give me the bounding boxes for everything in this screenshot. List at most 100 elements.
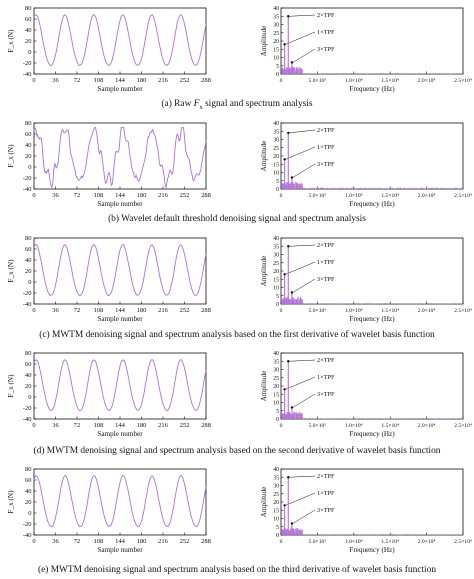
annotation-label: 2×TPF [317,242,335,249]
freq-x-axis-label: Frequency (Hz) [349,200,395,208]
time-y-axis-label: F_x (N) [7,29,15,53]
annotation-label: 3×TPF [317,161,335,168]
freq-y-tick-label: 15 [273,47,279,53]
peak-marker [287,476,290,479]
freq-y-tick-label: 5 [276,179,279,185]
time-domain-chart: 0 36 72 108 144 180 216 252 288 80 60 40 20 0 -20 -40 Sa… [7,120,211,208]
freq-y-tick-label: 0 [276,417,279,423]
x-tick-label: 144 [115,192,126,199]
x-tick-label: 180 [137,307,147,314]
freq-x-tick-label: 1.0×10⁴ [345,78,363,84]
freq-y-tick-label: 30 [273,253,279,259]
signal-line [33,13,207,67]
freq-x-tick-label: 5.0×10⁵ [309,308,327,314]
freq-x-tick-label: 2.0×10⁴ [418,308,436,314]
freq-y-tick-label: 0 [276,187,279,193]
x-tick-label: 72 [74,77,81,84]
x-tick-label: 0 [32,192,35,199]
annotation-label: 3×TPF [317,46,335,53]
caption-a: (a) Raw Fx signal and spectrum analysis [161,99,313,111]
x-tick-label: 252 [180,307,190,314]
x-tick-label: 216 [158,77,169,84]
freq-y-tick-label: 25 [273,146,279,152]
peak-marker [283,273,286,276]
x-tick-label: 36 [52,538,59,545]
y-tick-label: 80 [25,350,32,357]
peak-marker [290,176,294,179]
annotation-label: 2×TPF [317,12,335,19]
y-tick-label: 40 [25,372,32,379]
freq-x-tick-label: 1.5×10⁴ [381,78,399,84]
freq-x-tick-label: 2.0×10⁴ [418,193,436,199]
annotation-leader [289,244,316,247]
spectrum-plot-frame [280,7,464,75]
signal-line [33,126,207,189]
freq-y-tick-label: 10 [273,171,279,177]
freq-x-tick-label: 1.0×10⁴ [345,423,363,429]
panel-c: 0 36 72 108 144 180 216 252 288 80 60 40 20 0 -20 -40 Sa… [7,235,472,323]
panel-e: 0 36 72 108 144 180 216 252 288 80 60 40 20 0 -20 -40 Sa… [7,466,472,554]
spectrum-plot-frame [280,352,464,420]
y-tick-label: 0 [28,49,31,56]
freq-x-tick-label: 5.0×10⁵ [309,423,327,429]
freq-y-axis-label: Amplitude [260,256,268,287]
time-y-axis-label: F_x (N) [7,144,15,168]
time-domain-chart: 0 36 72 108 144 180 216 252 288 80 60 40 20 0 -20 -40 Sa… [7,466,211,554]
x-tick-label: 288 [201,307,211,314]
time-domain-chart: 0 36 72 108 144 180 216 252 288 80 60 40 20 0 -20 -40 Sa… [7,350,211,438]
y-tick-label: 20 [25,268,32,275]
y-tick-label: -20 [23,175,32,182]
annotation-label: 1×TPF [317,144,335,151]
x-tick-label: 108 [94,307,104,314]
y-tick-label: -20 [23,405,32,412]
freq-y-tick-label: 0 [276,302,279,308]
freq-y-tick-label: 35 [273,359,279,365]
freq-y-tick-label: 30 [273,23,279,29]
freq-x-tick-label: 1.0×10⁴ [345,539,363,545]
freq-y-tick-label: 15 [273,162,279,168]
freq-x-tick-label: 2.5×10⁴ [454,78,472,84]
spectrum-chart: 0 5.0×10⁵ 1.0×10⁴ 1.5×10⁴ 2.0×10⁴ 2.5×10⁴ 40 35… [260,6,472,93]
y-tick-label: 80 [25,466,32,473]
spectrum-chart: 0 5.0×10⁵ 1.0×10⁴ 1.5×10⁴ 2.0×10⁴ 2.5×10⁴ 40 35… [260,467,472,554]
x-tick-label: 36 [52,192,59,199]
freq-y-tick-label: 40 [273,6,279,12]
y-tick-label: -40 [23,71,32,78]
freq-y-tick-label: 0 [276,72,279,78]
freq-x-tick-label: 1.5×10⁴ [381,423,399,429]
x-tick-label: 288 [201,422,211,429]
x-tick-label: 180 [137,192,147,199]
annotation-leader [285,31,316,45]
peak-marker [290,291,294,294]
freq-x-tick-label: 2.5×10⁴ [454,539,472,545]
signal-line [33,359,207,412]
y-tick-label: 0 [28,164,31,171]
peak-marker [290,61,294,64]
peak-marker [287,245,290,248]
annotation-label: 2×TPF [317,127,335,134]
freq-x-tick-label: 1.0×10⁴ [345,308,363,314]
time-x-axis-label: Sample number [97,85,143,93]
time-y-axis-label: F_x (N) [7,374,15,398]
freq-y-axis-label: Amplitude [260,487,268,518]
freq-y-tick-label: 15 [273,277,279,283]
y-tick-label: -20 [23,60,32,67]
freq-y-tick-label: 0 [276,533,279,539]
freq-y-tick-label: 20 [273,154,279,160]
spectrum-plot-frame [280,468,464,536]
panel-b: 0 36 72 108 144 180 216 252 288 80 60 40 20 0 -20 -40 Sa… [7,120,472,208]
x-tick-label: 252 [180,538,190,545]
annotation-leader [292,48,316,63]
freq-y-tick-label: 20 [273,500,279,506]
freq-y-tick-label: 10 [273,401,279,407]
freq-x-tick-label: 2.0×10⁴ [418,423,436,429]
y-tick-label: 60 [25,246,32,253]
x-tick-label: 108 [94,192,104,199]
x-tick-label: 180 [137,538,147,545]
x-tick-label: 0 [32,77,35,84]
annotation-leader [289,359,316,362]
freq-y-tick-label: 25 [273,261,279,267]
freq-y-tick-label: 15 [273,392,279,398]
freq-x-tick-label: 2.5×10⁴ [454,193,472,199]
time-x-axis-label: Sample number [97,200,143,208]
